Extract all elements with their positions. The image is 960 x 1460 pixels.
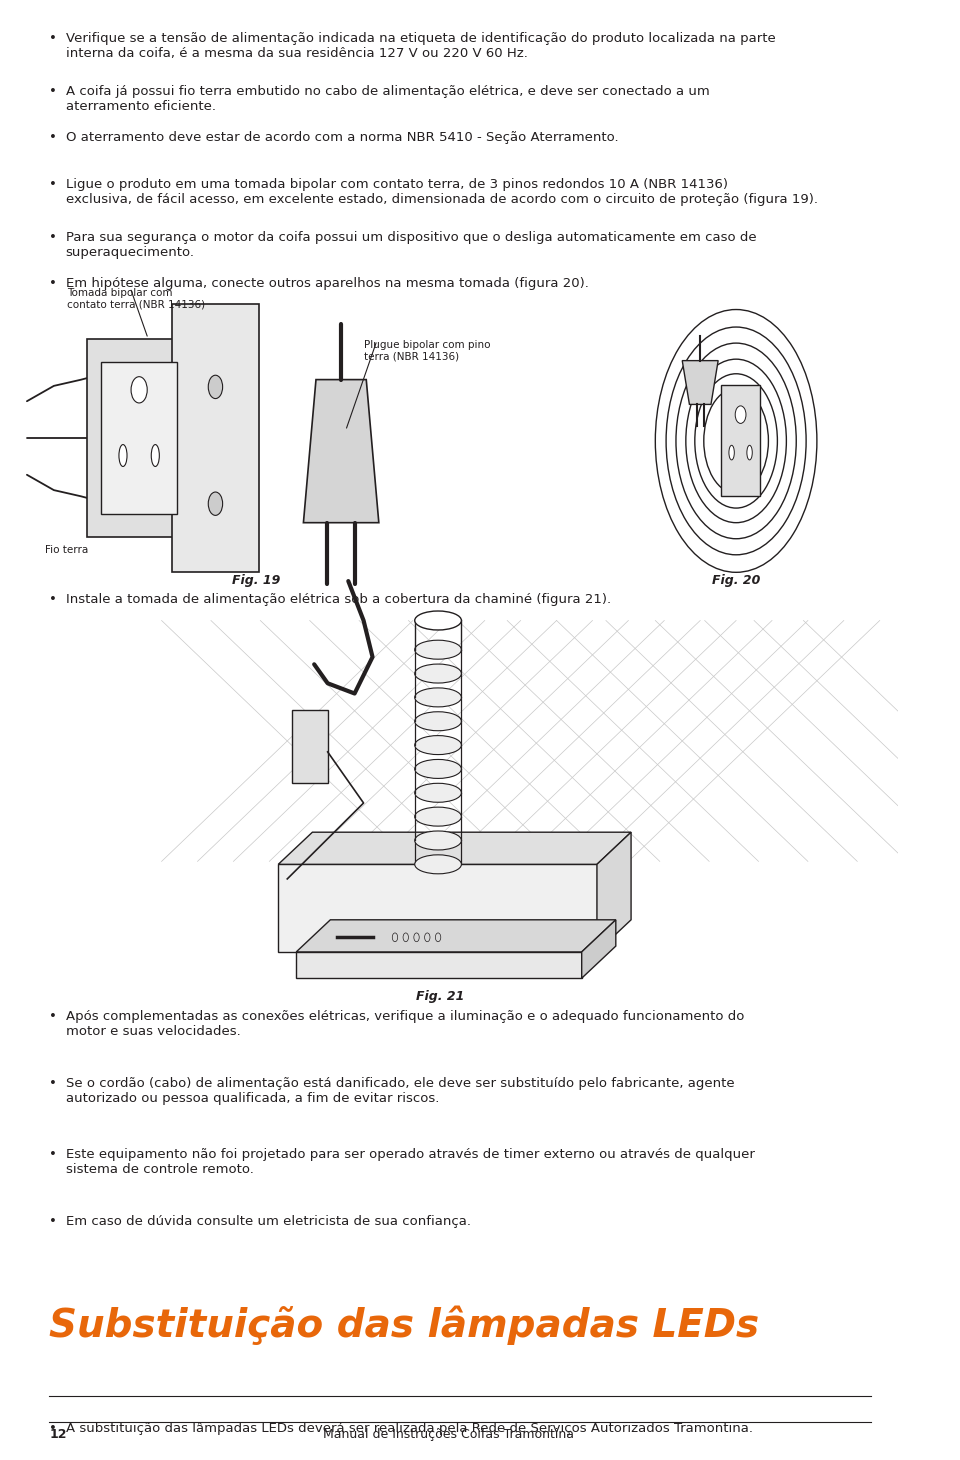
Ellipse shape [119,444,127,467]
FancyBboxPatch shape [721,385,760,496]
Text: Ligue o produto em uma tomada bipolar com contato terra, de 3 pinos redondos 10 : Ligue o produto em uma tomada bipolar co… [65,178,818,206]
Text: •: • [49,32,58,45]
Ellipse shape [415,807,462,826]
Text: •: • [49,1215,58,1228]
Text: Em caso de dúvida consulte um eletricista de sua confiança.: Em caso de dúvida consulte um eletricist… [65,1215,470,1228]
Ellipse shape [152,444,159,467]
Text: Para sua segurança o motor da coifa possui um dispositivo que o desliga automati: Para sua segurança o motor da coifa poss… [65,231,756,258]
Text: Manual de Instruções Coifas Tramontina: Manual de Instruções Coifas Tramontina [324,1428,574,1441]
Text: •: • [49,593,58,606]
Text: 12: 12 [49,1428,67,1441]
Text: Plugue bipolar com pino
terra (NBR 14136): Plugue bipolar com pino terra (NBR 14136… [364,340,490,362]
Polygon shape [278,864,597,952]
Text: Fig. 21: Fig. 21 [416,990,464,1003]
Text: Este equipamento não foi projetado para ser operado através de timer externo ou : Este equipamento não foi projetado para … [65,1148,755,1175]
Text: Se o cordão (cabo) de alimentação está danificado, ele deve ser substituído pelo: Se o cordão (cabo) de alimentação está d… [65,1077,734,1105]
Text: •: • [49,1010,58,1023]
FancyBboxPatch shape [292,710,327,783]
Text: Fig. 19: Fig. 19 [231,574,280,587]
Text: •: • [49,231,58,244]
Polygon shape [297,920,615,952]
Text: •: • [49,178,58,191]
Ellipse shape [415,759,462,778]
Text: Após complementadas as conexões elétricas, verifique a iluminação e o adequado f: Após complementadas as conexões elétrica… [65,1010,744,1038]
Ellipse shape [415,688,462,707]
Text: •: • [49,85,58,98]
Text: •: • [49,1422,58,1435]
Text: •: • [49,277,58,291]
Text: Fig. 20: Fig. 20 [712,574,760,587]
Polygon shape [303,380,379,523]
Ellipse shape [729,445,734,460]
Polygon shape [597,832,631,952]
Ellipse shape [747,445,753,460]
Ellipse shape [415,736,462,755]
Circle shape [735,406,746,423]
Text: •: • [49,131,58,145]
Ellipse shape [415,639,462,660]
Text: Instale a tomada de alimentação elétrica sob a cobertura da chaminé (figura 21).: Instale a tomada de alimentação elétrica… [65,593,611,606]
Circle shape [132,377,147,403]
Ellipse shape [415,783,462,803]
Text: Tomada bipolar com
contato terra (NBR 14136): Tomada bipolar com contato terra (NBR 14… [67,288,205,310]
Ellipse shape [415,610,462,629]
Text: Em hipótese alguma, conecte outros aparelhos na mesma tomada (figura 20).: Em hipótese alguma, conecte outros apare… [65,277,588,291]
Ellipse shape [415,831,462,850]
Circle shape [208,375,223,399]
Text: •: • [49,1077,58,1091]
Text: Fio terra: Fio terra [45,545,88,555]
FancyBboxPatch shape [173,304,258,572]
Ellipse shape [415,856,462,873]
Ellipse shape [415,664,462,683]
FancyBboxPatch shape [87,339,191,537]
Text: •: • [49,1148,58,1161]
FancyBboxPatch shape [102,362,177,514]
Circle shape [208,492,223,515]
Text: Substituição das lâmpadas LEDs: Substituição das lâmpadas LEDs [49,1305,759,1345]
Ellipse shape [415,712,462,730]
Text: Verifique se a tensão de alimentação indicada na etiqueta de identificação do pr: Verifique se a tensão de alimentação ind… [65,32,776,60]
Text: A coifa já possui fio terra embutido no cabo de alimentação elétrica, e deve ser: A coifa já possui fio terra embutido no … [65,85,709,112]
Polygon shape [278,832,631,864]
Text: A substituição das lâmpadas LEDs deverá ser realizada pela Rede de Serviços Auto: A substituição das lâmpadas LEDs deverá … [65,1422,753,1435]
Polygon shape [297,952,582,978]
Text: O aterramento deve estar de acordo com a norma NBR 5410 - Seção Aterramento.: O aterramento deve estar de acordo com a… [65,131,618,145]
Polygon shape [582,920,615,978]
Polygon shape [683,361,718,404]
